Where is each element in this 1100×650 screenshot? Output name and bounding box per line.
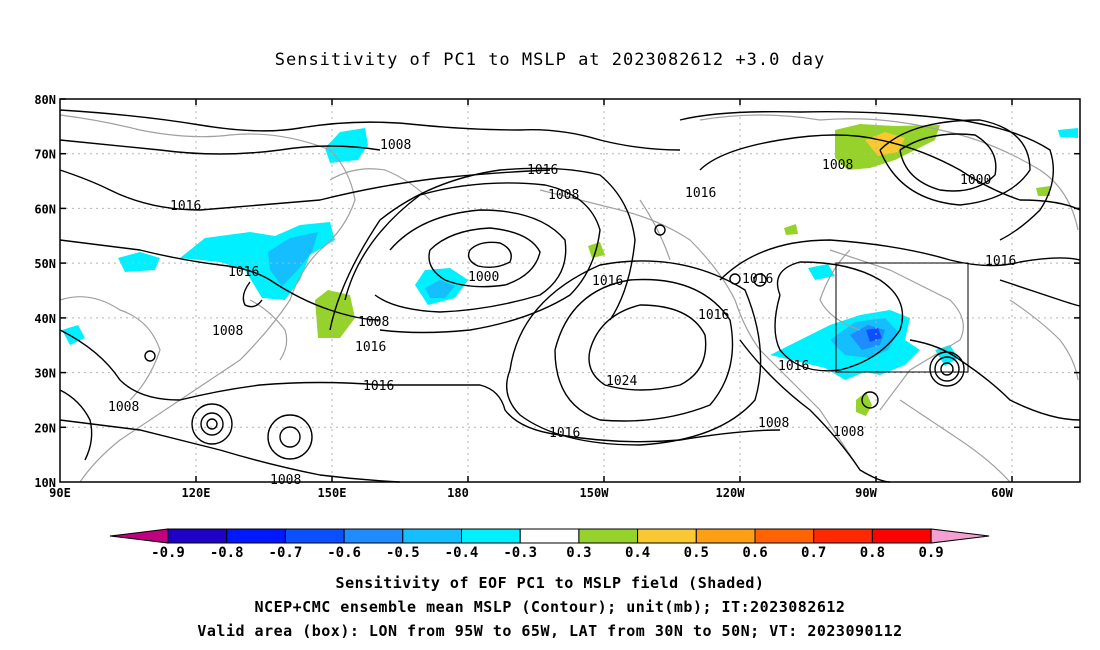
contour-label: 1000 [468,270,499,285]
contour-label: 1016 [549,426,580,441]
lon-label: 60W [991,486,1013,500]
colorbar-swatch [578,528,639,544]
colorbar-swatch [637,528,697,544]
colorbar-label: 0.4 [625,545,650,561]
colorbar-label: 0.9 [918,545,943,561]
shade-blue-4 [118,252,160,272]
contour-label: 1016 [527,163,558,178]
colorbar-label: -0.8 [210,545,244,561]
lon-label: 120E [182,486,211,500]
shade-blue-10 [866,328,882,342]
colorbar-swatch [813,528,873,544]
axis-ticks [60,98,1080,482]
mslp-contours [59,109,1081,483]
lon-label: 180 [447,486,469,500]
contour-label: 1016 [592,274,623,289]
colorbar-swatch [695,528,756,544]
contour-label: 1008 [270,473,301,488]
colorbar-label: -0.4 [445,545,479,561]
colorbar-label: -0.3 [503,545,537,561]
chart-title: Sensitivity of PC1 to MSLP at 2023082612… [274,50,826,70]
contour-label: 1008 [380,138,411,153]
contour-label: 1016 [170,199,201,214]
colorbar-swatch [284,528,345,544]
shade-green-1 [315,290,355,338]
colorbar-swatch [226,528,286,544]
lat-label: 50N [34,257,56,271]
colorbar-label: 0.8 [860,545,885,561]
colorbar-label: 0.6 [742,545,767,561]
shade-green-5 [1036,186,1050,196]
colorbar-left-arrow [109,528,169,544]
contour-label: 1016 [985,254,1016,269]
contour-label: 1024 [606,374,637,389]
shade-blue-12 [62,325,85,345]
latitude-labels: 80N 70N 60N 50N 40N 30N 20N 10N [34,93,56,490]
colorbar-swatch [343,528,404,544]
contour-label: 1008 [822,158,853,173]
shade-blue-6 [425,280,455,298]
contour-label: 1008 [833,425,864,440]
contour-labels: 1008 1016 1008 1016 1016 1000 1016 1008 … [108,138,1016,488]
lat-label: 20N [34,421,56,435]
colorbar-label: -0.6 [327,545,361,561]
shade-green-6 [784,224,798,235]
shade-green-3 [856,392,872,416]
colorbar: -0.9 -0.8 -0.7 -0.6 -0.5 -0.4 -0.3 0.3 0.4 0.5 0.6… [109,528,990,561]
contour-label: 1000 [960,173,991,188]
colorbar-swatch [754,528,815,544]
colorbar-swatch [519,528,580,544]
lat-label: 40N [34,312,56,326]
contour-label: 1008 [548,188,579,203]
valid-area-box [835,262,969,373]
contour-label: 1016 [742,272,773,287]
shade-blue-13 [935,345,958,366]
lat-label: 60N [34,202,56,216]
lon-label: 90E [49,486,71,500]
contour-label: 1016 [685,186,716,201]
contour-label: 1008 [758,416,789,431]
colorbar-swatch [461,528,521,544]
lon-label: 150E [318,486,347,500]
colorbar-label: 0.7 [801,545,826,561]
negative-sensitivity-shading [62,128,1078,380]
colorbar-label: 0.3 [566,545,591,561]
closed-contours [144,224,965,460]
shade-blue-14 [1058,128,1078,138]
coastlines [59,114,1079,483]
contour-label: 1016 [698,308,729,323]
colorbar-label: 0.5 [684,545,709,561]
caption-line-1: Sensitivity of EOF PC1 to MSLP field (Sh… [335,574,765,592]
lat-label: 30N [34,367,56,381]
colorbar-swatch [871,528,932,544]
colorbar-swatch [167,528,228,544]
shade-blue-1 [325,128,368,163]
lat-label: 80N [34,93,56,107]
lat-label: 70N [34,148,56,162]
shade-blue-3 [268,232,318,286]
contour-label: 1016 [363,379,394,394]
contour-label: 1016 [778,359,809,374]
plot-frame [59,98,1081,483]
contour-label: 1008 [212,324,243,339]
colorbar-swatch [402,528,462,544]
colorbar-label: -0.9 [151,545,185,561]
lon-label: 120W [716,486,746,500]
contour-label: 1008 [358,315,389,330]
lon-label: 90W [855,486,877,500]
contour-label: 1016 [228,265,259,280]
colorbar-label: -0.7 [269,545,303,561]
caption-line-3: Valid area (box): LON from 95W to 65W, L… [197,622,903,640]
caption-line-2: NCEP+CMC ensemble mean MSLP (Contour); u… [254,598,846,616]
contour-label: 1008 [108,400,139,415]
colorbar-right-arrow [930,528,990,544]
contour-label: 1016 [355,340,386,355]
lon-label: 150W [580,486,610,500]
longitude-labels: 90E 120E 150E 180 150W 120W 90W 60W [49,486,1013,500]
lat-label: 10N [34,476,56,490]
colorbar-label: -0.5 [386,545,420,561]
shade-blue-11 [808,264,835,280]
